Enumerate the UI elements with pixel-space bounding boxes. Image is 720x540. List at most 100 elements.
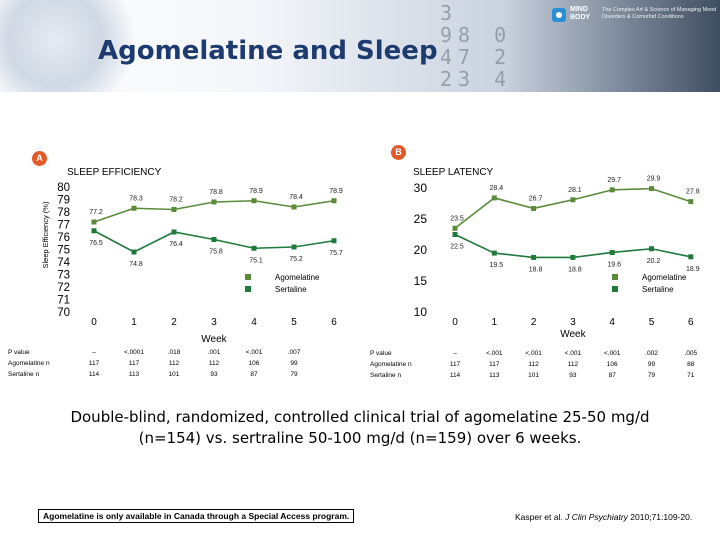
chart-b-series-0-point: [688, 199, 694, 205]
citation-journal: J Clin Psychiatry: [565, 512, 628, 522]
chart-b-table-cell: 87: [609, 372, 617, 379]
chart-b-legend-swatch-0: [612, 274, 618, 280]
chart-b-table-row-label: Agomelatine n: [370, 361, 412, 368]
citation: Kasper et al. J Clin Psychiatry 2010;71:…: [515, 512, 692, 522]
chart-b-y-tick-label: 10: [414, 305, 428, 319]
chart-b-series-1-data-label: 18.8: [568, 266, 582, 273]
chart-b-series-0-data-label: 28.1: [568, 187, 582, 194]
chart-b-series-0-point: [570, 197, 576, 203]
chart-a-series-0-point: [171, 207, 177, 212]
chart-a-table-cell: –: [92, 349, 96, 356]
chart-a-series-1-point: [211, 237, 217, 242]
chart-a-series-0-point: [91, 219, 97, 225]
chart-b-table-cell: .005: [684, 350, 697, 357]
chart-b-table-cell: 112: [568, 361, 579, 368]
chart-a-legend-label-0: Agomelatine: [275, 273, 320, 282]
chart-a-series-1-data-label: 75.1: [249, 257, 263, 264]
chart-a-series-1-data-label: 75.8: [209, 249, 223, 256]
chart-a-series-0-point: [291, 204, 297, 210]
chart-a-table-row-label: Sertaline n: [8, 371, 39, 378]
chart-b-series-0-point: [531, 205, 537, 211]
chart-a-series-0-point: [211, 199, 217, 205]
chart-a-y-tick-label: 73: [57, 270, 70, 282]
chart-a-x-tick-label: 4: [251, 317, 257, 328]
chart-b-x-tick-label: 5: [649, 317, 655, 328]
chart-a-table-cell: .001: [208, 349, 221, 356]
chart-a-series-1-point: [171, 229, 177, 235]
chart-b-title: SLEEP LATENCY: [413, 167, 494, 178]
chart-a-table-cell: <.0001: [124, 349, 144, 356]
chart-a-y-tick-label: 80: [57, 182, 70, 194]
chart-b-y-tick-label: 30: [414, 181, 428, 195]
header-band: 3 98 0 47 2 23 4 1 6: [0, 0, 720, 92]
chart-a-table-cell: 93: [210, 371, 218, 378]
chart-b-y-tick-label: 20: [414, 243, 428, 257]
chart-b-table-cell: 88: [687, 361, 695, 368]
chart-a-series-1-point: [251, 245, 257, 251]
chart-b-series-1-data-label: 20.2: [647, 258, 661, 265]
chart-b-table-cell: <.001: [565, 350, 582, 357]
slide-title: Agomelatine and Sleep: [98, 36, 438, 66]
chart-a-series-0-data-label: 78.4: [289, 194, 303, 201]
chart-b-series-0-point: [452, 225, 458, 231]
chart-a-table-cell: 117: [129, 360, 140, 367]
chart-a-series-0-data-label: 78.3: [129, 195, 143, 202]
chart-b-table-cell: 71: [687, 372, 695, 379]
chart-a-table-row-label: Agomelatine n: [8, 360, 50, 367]
chart-b-series-1-data-label: 19.6: [607, 261, 621, 268]
chart-b-table-cell: –: [453, 350, 457, 357]
chart-b-x-axis-label: Week: [560, 329, 586, 340]
chart-b-table-cell: 114: [450, 372, 461, 379]
chart-a-y-tick-label: 78: [57, 207, 70, 219]
chart-a-table-cell: <.001: [246, 349, 263, 356]
chart-a-x-tick-label: 3: [211, 317, 217, 328]
chart-a-series-1-data-label: 74.8: [129, 261, 143, 268]
chart-b-series-1-point: [609, 249, 615, 255]
chart-b-table-cell: <.001: [486, 350, 503, 357]
panel-b-badge: B: [391, 145, 406, 160]
chart-b-y-tick-label: 25: [414, 212, 428, 226]
chart-a-table-cell: 101: [169, 371, 180, 378]
chart-b-table-cell: 99: [648, 361, 656, 368]
chart-a-y-tick-label: 76: [57, 232, 70, 244]
chart-a-table-cell: .007: [288, 349, 301, 356]
chart-a-y-tick-label: 70: [57, 307, 70, 319]
chart-a-y-tick-label: 77: [57, 220, 70, 232]
chart-a-y-tick-label: 79: [57, 195, 70, 207]
panel-a-badge: A: [32, 151, 47, 166]
chart-b-x-tick-label: 0: [452, 317, 458, 328]
chart-b-table-cell: 112: [528, 361, 539, 368]
chart-a-table-cell: 114: [89, 371, 100, 378]
chart-a-series-0-data-label: 77.2: [89, 209, 103, 216]
chart-a-table-row-label: P value: [8, 349, 30, 356]
chart-b-series-0-line: [454, 187, 692, 229]
chart-b-series-1-data-label: 22.5: [450, 244, 464, 251]
chart-a-table-cell: .018: [168, 349, 181, 356]
chart-b-x-tick-label: 2: [531, 317, 537, 328]
chart-b-series-1-data-label: 19.5: [489, 262, 503, 269]
chart-b-x-tick-label: 3: [570, 317, 576, 328]
chart-a-legend-swatch-0: [245, 274, 251, 280]
chart-b-series-1-point: [491, 250, 497, 256]
citation-details: 2010;71:109-20.: [627, 512, 693, 522]
chart-b-series-0-data-label: 28.4: [489, 185, 503, 192]
chart-b-series-1-point: [570, 254, 576, 260]
chart-a-series-0-data-label: 78.9: [249, 188, 263, 195]
chart-a-series-1-data-label: 76.4: [169, 241, 183, 248]
chart-b-series-0-point: [491, 195, 497, 201]
chart-b-series-1-line: [454, 233, 691, 259]
chart-a-table-cell: 99: [290, 360, 298, 367]
chart-b-series-1-point: [452, 232, 458, 237]
chart-b-series-1-point: [531, 254, 537, 260]
chart-a-title: SLEEP EFFICIENCY: [67, 167, 162, 178]
chart-b-series-1-data-label: 18.8: [529, 266, 543, 273]
chart-b-table-cell: 106: [607, 361, 618, 368]
chart-a-table-cell: 87: [250, 371, 258, 378]
chart-b-series-0-data-label: 29.7: [607, 177, 621, 184]
logo-wordmark: MIND BODY: [570, 6, 591, 21]
brain-illustration: [0, 0, 140, 92]
chart-b-x-tick-label: 4: [609, 317, 615, 328]
chart-b-series-0-data-label: 29.9: [647, 176, 661, 183]
chart-a-series-1-data-label: 76.5: [89, 240, 103, 247]
